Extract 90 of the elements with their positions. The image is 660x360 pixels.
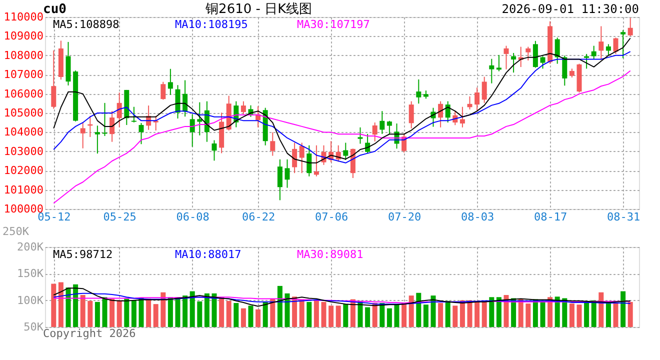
line-series bbox=[53, 292, 631, 305]
candlestick bbox=[496, 54, 502, 72]
candlestick bbox=[438, 100, 444, 128]
candlestick bbox=[110, 110, 115, 142]
candlestick bbox=[314, 144, 319, 177]
x-tick-label: 08-17 bbox=[534, 210, 568, 224]
candlestick bbox=[554, 37, 560, 64]
candlestick bbox=[408, 100, 414, 129]
text: MA30:107197 bbox=[297, 18, 370, 31]
candlestick bbox=[386, 120, 392, 134]
x-tick-label: 07-06 bbox=[314, 210, 348, 224]
candlestick bbox=[343, 142, 348, 161]
candlestick bbox=[94, 125, 100, 154]
y-tick-label: 106000 bbox=[4, 87, 44, 100]
y-tick-label: 107000 bbox=[4, 68, 44, 82]
candlestick bbox=[372, 122, 378, 142]
candlestick bbox=[416, 78, 422, 104]
candlestick bbox=[606, 44, 611, 56]
candlestick bbox=[526, 46, 531, 61]
x-tick-label: 06-08 bbox=[176, 210, 210, 224]
annotation: Copyright 2026 bbox=[43, 327, 136, 340]
candlestick bbox=[504, 45, 509, 70]
x-tick-label: 08-31 bbox=[606, 210, 640, 224]
text: 2026-09-01 11:30:00 bbox=[502, 2, 639, 16]
candlestick bbox=[51, 50, 56, 110]
candlestick bbox=[584, 53, 590, 70]
text: cu0 bbox=[43, 2, 67, 17]
text: MA10:88017 bbox=[175, 248, 242, 261]
y-tick-label: 105000 bbox=[4, 106, 44, 120]
text: MA5:98712 bbox=[53, 248, 113, 261]
y-tick-label: 50K bbox=[24, 320, 44, 334]
candlestick bbox=[532, 40, 538, 68]
line-series bbox=[53, 70, 631, 204]
candlestick bbox=[358, 126, 363, 144]
y-tick-label: 110000 bbox=[4, 10, 44, 24]
candlestick bbox=[131, 106, 136, 123]
text: 250K bbox=[2, 225, 30, 238]
candlestick bbox=[591, 45, 596, 60]
candlestick bbox=[511, 52, 516, 74]
y-tick-label: 102000 bbox=[4, 164, 44, 178]
x-tick-label: 05-12 bbox=[38, 210, 71, 224]
candlestick bbox=[474, 87, 480, 111]
y-tick-label: 101000 bbox=[4, 183, 44, 196]
y-tick-label: 150K bbox=[17, 267, 44, 280]
candlestick bbox=[116, 92, 122, 128]
candlestick bbox=[190, 114, 195, 148]
candlestick bbox=[138, 122, 144, 145]
candlestick bbox=[365, 133, 370, 154]
x-tick-label: 05-25 bbox=[103, 210, 136, 224]
candlestick bbox=[292, 142, 298, 174]
candlestick bbox=[306, 144, 312, 177]
candlestick bbox=[380, 110, 385, 134]
candlestick bbox=[489, 58, 494, 84]
x-tick-label: 07-20 bbox=[388, 210, 422, 224]
candlestick bbox=[467, 96, 472, 110]
candlestick bbox=[284, 158, 290, 188]
candlestick bbox=[598, 26, 604, 60]
y-tick-label: 108000 bbox=[4, 48, 44, 62]
y-tick-label: 100K bbox=[17, 294, 44, 307]
candlestick bbox=[80, 122, 86, 149]
candlestick bbox=[270, 132, 276, 156]
candlestick bbox=[540, 56, 546, 70]
y-tick-label: 103000 bbox=[4, 144, 44, 158]
candlestick bbox=[160, 81, 166, 100]
text: MA5:108898 bbox=[53, 18, 120, 31]
candlestick bbox=[299, 142, 304, 174]
candlestick bbox=[240, 100, 246, 115]
candlestick bbox=[197, 102, 202, 136]
text: MA10:108195 bbox=[175, 18, 248, 31]
candlestick bbox=[613, 37, 618, 54]
candlestick bbox=[620, 30, 626, 59]
x-tick-label: 08-03 bbox=[460, 210, 494, 224]
candlestick bbox=[212, 140, 217, 162]
x-tick-label: 06-22 bbox=[242, 210, 276, 224]
candlestick bbox=[628, 18, 633, 37]
candlestick bbox=[562, 55, 568, 86]
candlestick bbox=[445, 100, 450, 124]
chart-title: 铜2610 - 日K线图 bbox=[204, 2, 312, 17]
candlestick bbox=[175, 84, 180, 120]
candlestick bbox=[277, 158, 282, 201]
candlestick bbox=[430, 107, 436, 128]
line-series bbox=[53, 288, 631, 307]
y-tick-label: 109000 bbox=[4, 30, 44, 43]
candlestick bbox=[460, 106, 465, 128]
candlestick bbox=[482, 76, 487, 104]
y-tick-label: 104000 bbox=[4, 126, 44, 139]
text: MA30:89081 bbox=[297, 248, 364, 261]
candlestick bbox=[168, 68, 173, 96]
y-tick-label: 200K bbox=[17, 240, 44, 254]
candlestick bbox=[153, 115, 158, 132]
